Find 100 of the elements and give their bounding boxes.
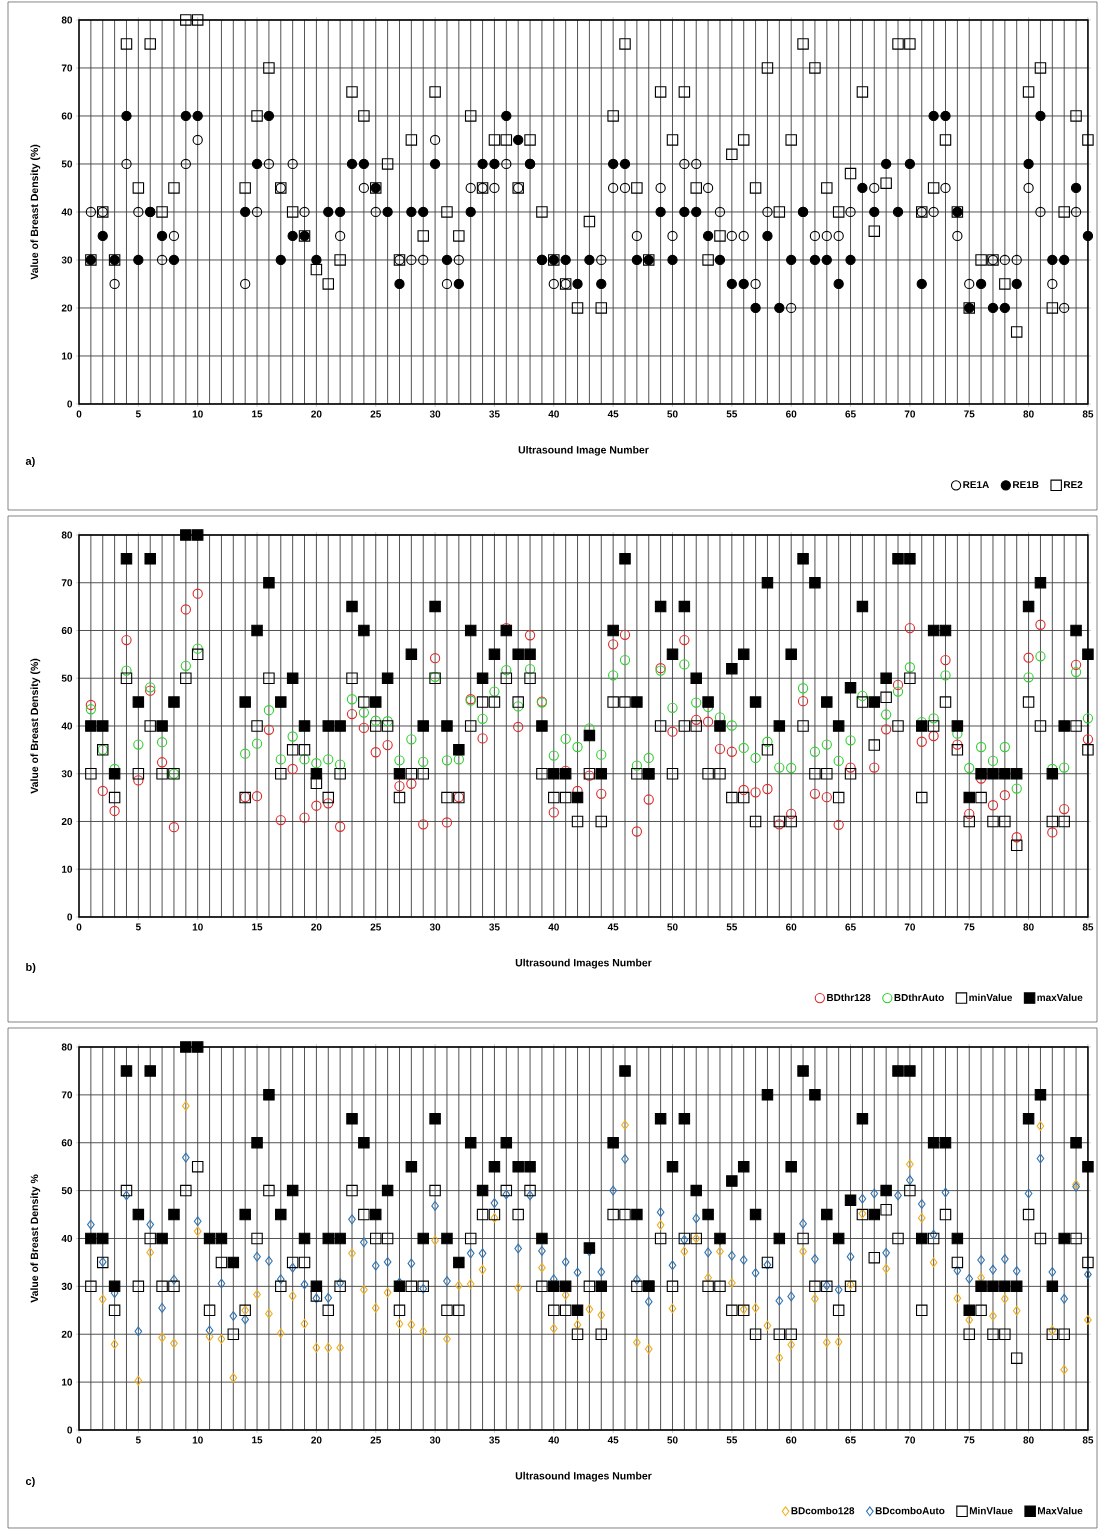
- y-tick-label: 30: [61, 1282, 73, 1290]
- y-tick-label: 60: [61, 626, 73, 635]
- x-tick-label: 60: [786, 1436, 797, 1444]
- x-tick-label: 85: [1082, 410, 1094, 418]
- y-tick-label: 70: [61, 579, 73, 587]
- y-tick-label: 40: [61, 1234, 73, 1243]
- y-tick-label: 70: [61, 64, 73, 72]
- x-tick-label: 85: [1082, 1436, 1094, 1444]
- y-axis-title: Value of Breast Density (%): [30, 658, 41, 794]
- x-tick-label: 45: [607, 923, 619, 931]
- y-tick-label: 10: [62, 865, 73, 873]
- x-tick-label: 15: [252, 1436, 263, 1444]
- y-tick-label: 20: [61, 817, 73, 826]
- legend-label: minValue: [969, 993, 1013, 1002]
- x-tick-label: 15: [252, 410, 263, 418]
- x-tick-label: 30: [429, 410, 441, 418]
- x-axis-title: Ultrasound Image Number: [518, 445, 649, 456]
- x-tick-label: 75: [964, 410, 975, 418]
- legend-label: BDthr128: [827, 993, 871, 1002]
- y-tick-label: 50: [61, 1187, 73, 1195]
- y-tick-label: 80: [61, 1043, 73, 1051]
- x-tick-label: 60: [786, 410, 797, 418]
- x-tick-label: 45: [607, 410, 619, 418]
- x-tick-label: 35: [489, 923, 500, 931]
- y-axis-title: Value of Breast Density (%): [30, 144, 41, 280]
- x-tick-label: 15: [252, 923, 263, 931]
- x-tick-label: 40: [548, 1436, 559, 1444]
- x-tick-label: 30: [429, 923, 441, 931]
- y-tick-label: 30: [61, 256, 73, 264]
- x-tick-label: 0: [76, 410, 82, 418]
- legend-label: BDcomboAuto: [875, 1506, 945, 1515]
- legend-label: maxValue: [1037, 993, 1083, 1002]
- x-tick-label: 75: [964, 923, 975, 931]
- x-tick-label: 80: [1023, 410, 1034, 418]
- legend-label: BDcombo128: [791, 1506, 855, 1515]
- y-tick-label: 0: [67, 1426, 73, 1434]
- x-tick-label: 40: [548, 923, 559, 931]
- x-tick-label: 50: [667, 410, 678, 418]
- x-tick-label: 5: [135, 923, 141, 931]
- x-tick-label: 25: [370, 410, 382, 418]
- x-tick-label: 30: [429, 1436, 441, 1444]
- text: a): [25, 456, 35, 468]
- x-tick-label: 10: [192, 410, 203, 418]
- y-tick-label: 70: [61, 1091, 73, 1099]
- legend-label: RE2: [1064, 481, 1083, 489]
- x-tick-label: 60: [786, 923, 797, 931]
- y-tick-label: 10: [62, 1378, 73, 1386]
- x-tick-label: 0: [76, 1436, 82, 1444]
- x-tick-label: 20: [311, 410, 322, 418]
- x-tick-label: 45: [607, 1436, 619, 1444]
- y-tick-label: 20: [61, 1330, 73, 1338]
- y-tick-label: 10: [62, 352, 73, 360]
- text: c): [25, 1476, 35, 1488]
- x-tick-label: 80: [1023, 923, 1034, 931]
- y-tick-label: 60: [61, 1139, 73, 1147]
- x-tick-label: 20: [311, 923, 322, 931]
- y-axis-title: Value of Breast Density %: [30, 1174, 41, 1303]
- x-tick-label: 10: [192, 1436, 203, 1444]
- legend-label: MaxValue: [1038, 1506, 1083, 1515]
- x-tick-label: 55: [726, 1436, 738, 1444]
- x-tick-label: 70: [904, 410, 916, 418]
- x-tick-label: 20: [311, 1436, 322, 1444]
- x-tick-label: 80: [1023, 1436, 1034, 1444]
- x-tick-label: 70: [904, 923, 916, 931]
- x-tick-label: 55: [726, 410, 738, 418]
- legend-label: BDthrAuto: [894, 993, 944, 1002]
- y-tick-label: 30: [61, 770, 73, 778]
- y-tick-label: 40: [61, 722, 73, 730]
- legend-label: RE1B: [1013, 481, 1039, 489]
- x-tick-label: 65: [845, 410, 856, 418]
- x-tick-label: 65: [845, 1436, 856, 1444]
- x-tick-label: 70: [904, 1436, 916, 1444]
- legend-label: RE1A: [963, 481, 989, 489]
- x-axis-title: Ultrasound Images Number: [515, 958, 652, 969]
- y-tick-label: 50: [61, 160, 73, 168]
- y-tick-label: 80: [61, 16, 73, 24]
- y-tick-label: 0: [67, 913, 73, 921]
- x-tick-label: 50: [667, 1436, 678, 1444]
- x-tick-label: 25: [370, 1436, 382, 1444]
- x-tick-label: 75: [964, 1436, 975, 1444]
- x-tick-label: 5: [135, 410, 141, 418]
- x-axis-title: Ultrasound Images Number: [515, 1471, 652, 1482]
- x-tick-label: 85: [1082, 923, 1094, 931]
- y-tick-label: 80: [61, 531, 73, 539]
- x-tick-label: 35: [489, 1436, 500, 1444]
- y-tick-label: 40: [61, 208, 73, 216]
- y-tick-label: 0: [67, 400, 73, 408]
- x-tick-label: 40: [548, 410, 559, 418]
- y-tick-label: 60: [61, 112, 73, 120]
- y-tick-label: 50: [61, 674, 73, 682]
- x-tick-label: 25: [370, 923, 382, 931]
- x-tick-label: 55: [726, 923, 738, 931]
- x-tick-label: 10: [192, 923, 203, 931]
- x-tick-label: 0: [76, 923, 82, 931]
- x-tick-label: 50: [667, 923, 678, 931]
- x-tick-label: 35: [489, 410, 500, 418]
- y-tick-label: 20: [61, 304, 73, 312]
- x-tick-label: 65: [845, 923, 856, 931]
- x-tick-label: 5: [135, 1436, 141, 1444]
- legend-label: MinVlaue: [969, 1506, 1013, 1515]
